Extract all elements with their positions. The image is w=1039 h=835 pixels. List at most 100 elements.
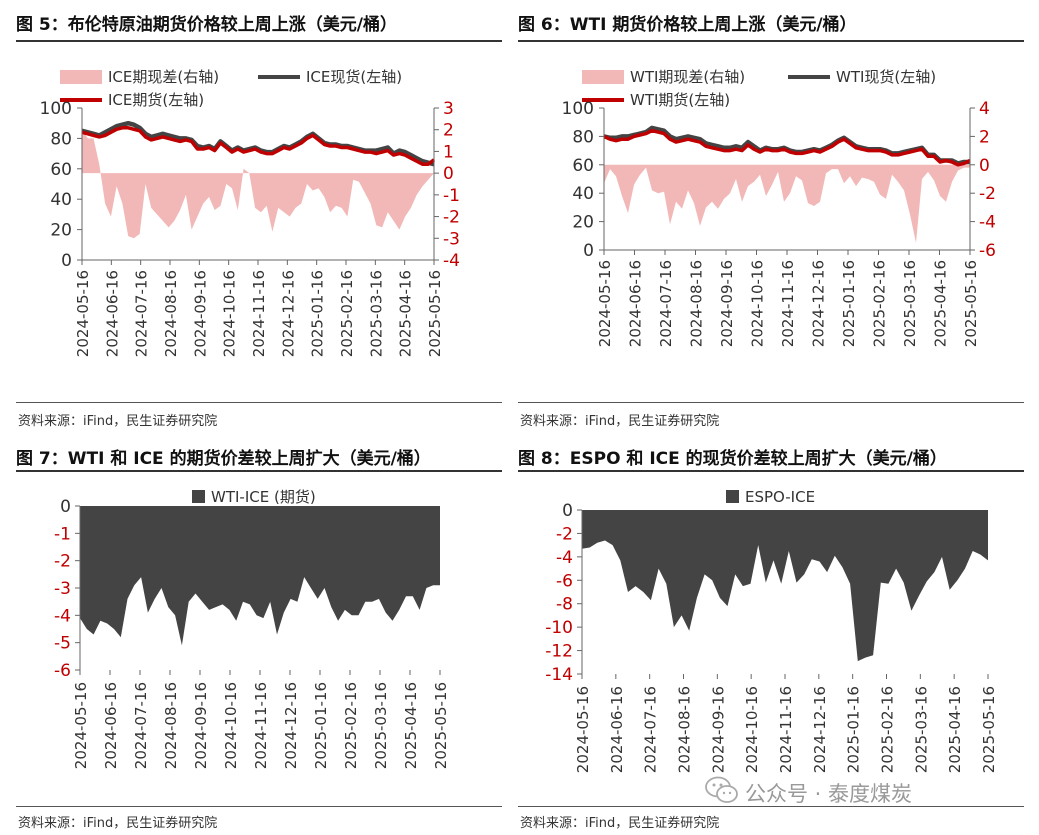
left-tick-label: 100 xyxy=(40,99,72,119)
y-tick-label: -14 xyxy=(545,665,573,685)
left-tick-label: 80 xyxy=(572,127,594,147)
x-tick-label: 2025-04-16 xyxy=(402,682,420,769)
x-tick-label: 2024-12-16 xyxy=(282,682,300,769)
x-tick-label: 2025-03-16 xyxy=(367,270,385,357)
fig5-title-rule xyxy=(16,40,502,42)
legend-label-spread: ICE期现差(右轴) xyxy=(108,68,219,86)
x-tick-label: 2025-05-16 xyxy=(426,270,444,357)
x-tick-label: 2024-06-16 xyxy=(103,270,121,357)
fig8-title-rule xyxy=(518,470,1024,472)
y-tick-label: -1 xyxy=(54,524,71,544)
x-tick-label: 2024-11-16 xyxy=(250,270,268,357)
right-tick-label: -2 xyxy=(979,184,996,204)
y-tick-label: 0 xyxy=(60,497,71,517)
futures-line xyxy=(603,128,971,167)
x-tick-label: 2025-05-16 xyxy=(980,686,998,773)
left-tick-label: 60 xyxy=(572,156,594,176)
left-tick-label: 20 xyxy=(50,221,72,241)
y-tick-label: -5 xyxy=(54,634,71,654)
x-tick-label: 2024-05-16 xyxy=(574,686,592,773)
y-tick-label: -2 xyxy=(556,524,573,544)
x-tick-label: 2024-09-16 xyxy=(192,682,210,769)
fig6-title-rule xyxy=(518,40,1024,42)
y-tick-label: -6 xyxy=(556,571,573,591)
fig7-source-rule xyxy=(16,806,502,807)
spread-area xyxy=(80,506,440,646)
fig5-chart: ICE期现差(右轴) ICE现货(左轴)ICE期货(左轴)020406080100… xyxy=(40,68,460,357)
panel-fig6: 图 6：WTI 期货价格较上周上涨（美元/桶） WTI期现差(右轴) WTI现货(… xyxy=(518,6,1024,429)
x-tick-label: 2024-12-16 xyxy=(810,260,828,347)
left-tick-label: 40 xyxy=(572,184,594,204)
right-tick-label: -1 xyxy=(443,186,460,206)
x-tick-label: 2024-07-16 xyxy=(132,682,150,769)
right-tick-label: 1 xyxy=(443,142,454,162)
legend-label-spread: WTI期现差(右轴) xyxy=(630,68,745,86)
x-tick-label: 2024-10-16 xyxy=(222,682,240,769)
right-tick-label: -6 xyxy=(979,241,996,261)
x-tick-label: 2024-10-16 xyxy=(221,270,239,357)
panel-fig7: 图 7：WTI 和 ICE 的期货价差较上周扩大（美元/桶） WTI-ICE (… xyxy=(16,440,502,832)
x-tick-label: 2025-02-16 xyxy=(879,686,897,773)
legend-swatch xyxy=(726,490,739,503)
x-tick-label: 2024-09-16 xyxy=(709,686,727,773)
x-tick-label: 2025-04-16 xyxy=(946,686,964,773)
y-tick-label: -2 xyxy=(54,552,71,572)
fig6-chart: WTI期现差(右轴) WTI现货(左轴)WTI期货(左轴)020406080100… xyxy=(562,68,996,347)
x-tick-label: 2025-01-16 xyxy=(845,686,863,773)
right-tick-label: -4 xyxy=(979,213,996,233)
right-tick-label: 2 xyxy=(443,121,454,141)
x-tick-label: 2025-01-16 xyxy=(309,270,327,357)
legend-swatch-spread xyxy=(60,70,102,84)
left-tick-label: 0 xyxy=(61,251,72,271)
x-tick-label: 2025-02-16 xyxy=(342,682,360,769)
fig6-source: 资料来源：iFind，民生证券研究院 xyxy=(520,414,720,429)
fig8-source-rule xyxy=(518,806,1024,807)
x-tick-label: 2024-08-16 xyxy=(688,260,706,347)
right-tick-label: -3 xyxy=(443,229,460,249)
y-tick-label: -10 xyxy=(545,618,573,638)
right-tick-label: 2 xyxy=(979,127,990,147)
x-tick-label: 2024-06-16 xyxy=(608,686,626,773)
x-tick-label: 2024-10-16 xyxy=(743,686,761,773)
legend-label-futures: WTI期货(左轴) xyxy=(630,91,730,109)
panel-fig5: 图 5：布伦特原油期货价格较上周上涨（美元/桶） ICE期现差(右轴) ICE现货… xyxy=(16,6,502,429)
x-tick-label: 2024-08-16 xyxy=(676,686,694,773)
left-tick-label: 40 xyxy=(50,190,72,210)
x-tick-label: 2024-10-16 xyxy=(749,260,767,347)
fig5-source: 资料来源：iFind，民生证券研究院 xyxy=(18,414,218,429)
spread-area xyxy=(604,164,970,243)
legend-label: ESPO-ICE xyxy=(745,488,815,506)
y-tick-label: -8 xyxy=(556,595,573,615)
x-tick-label: 2024-11-16 xyxy=(252,682,270,769)
fig7-source: 资料来源：iFind，民生证券研究院 xyxy=(18,816,218,831)
fig7-title: 图 7：WTI 和 ICE 的期货价差较上周扩大（美元/桶） xyxy=(16,449,431,469)
left-tick-label: 20 xyxy=(572,213,594,233)
x-tick-label: 2025-03-16 xyxy=(901,260,919,347)
legend-label-futures: ICE期货(左轴) xyxy=(108,91,204,109)
y-tick-label: -3 xyxy=(54,579,71,599)
x-tick-label: 2024-05-16 xyxy=(74,270,92,357)
right-tick-label: 0 xyxy=(979,156,990,176)
x-tick-label: 2025-01-16 xyxy=(840,260,858,347)
x-tick-label: 2024-11-16 xyxy=(779,260,797,347)
fig6-source-rule xyxy=(518,402,1024,403)
x-tick-label: 2024-07-16 xyxy=(642,686,660,773)
x-tick-label: 2024-12-16 xyxy=(811,686,829,773)
x-tick-label: 2024-08-16 xyxy=(162,682,180,769)
y-tick-label: -4 xyxy=(54,606,71,626)
left-tick-label: 60 xyxy=(50,160,72,180)
legend-swatch xyxy=(192,490,205,503)
x-tick-label: 2024-08-16 xyxy=(162,270,180,357)
fig7-title-rule xyxy=(16,470,502,472)
watermark-text: 公众号 · 泰度煤炭 xyxy=(745,782,913,806)
x-tick-label: 2025-04-16 xyxy=(932,260,950,347)
y-tick-label: -6 xyxy=(54,661,71,681)
legend-label-spot: WTI现货(左轴) xyxy=(836,68,936,86)
x-tick-label: 2025-05-16 xyxy=(962,260,980,347)
fig8-source: 资料来源：iFind，民生证券研究院 xyxy=(520,816,720,831)
x-tick-label: 2024-06-16 xyxy=(102,682,120,769)
x-tick-label: 2024-09-16 xyxy=(191,270,209,357)
x-tick-label: 2024-07-16 xyxy=(657,260,675,347)
x-tick-label: 2025-01-16 xyxy=(312,682,330,769)
fig5-title: 图 5：布伦特原油期货价格较上周上涨（美元/桶） xyxy=(16,15,397,35)
